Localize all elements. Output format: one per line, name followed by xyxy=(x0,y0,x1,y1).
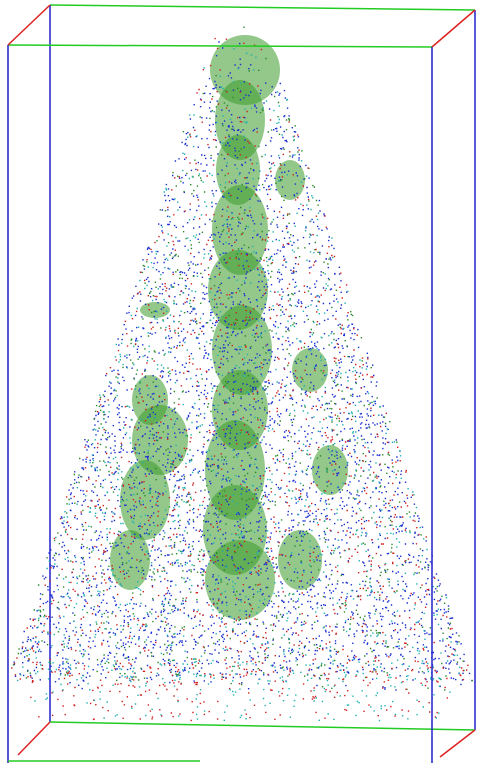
box-edge xyxy=(440,730,475,757)
box-edge xyxy=(432,10,475,47)
isosurface xyxy=(292,348,328,392)
box-edge xyxy=(50,5,475,10)
box-edge xyxy=(18,722,50,755)
isosurface xyxy=(140,302,170,318)
box-edge xyxy=(8,5,50,45)
isosurface xyxy=(110,530,150,590)
box-edge xyxy=(50,722,475,730)
reconstruction-view xyxy=(0,0,479,763)
page: (() => { const NS = 'http://www.w3.org/2… xyxy=(0,0,479,763)
box-edge xyxy=(8,45,432,47)
isosurfaces xyxy=(110,35,348,620)
